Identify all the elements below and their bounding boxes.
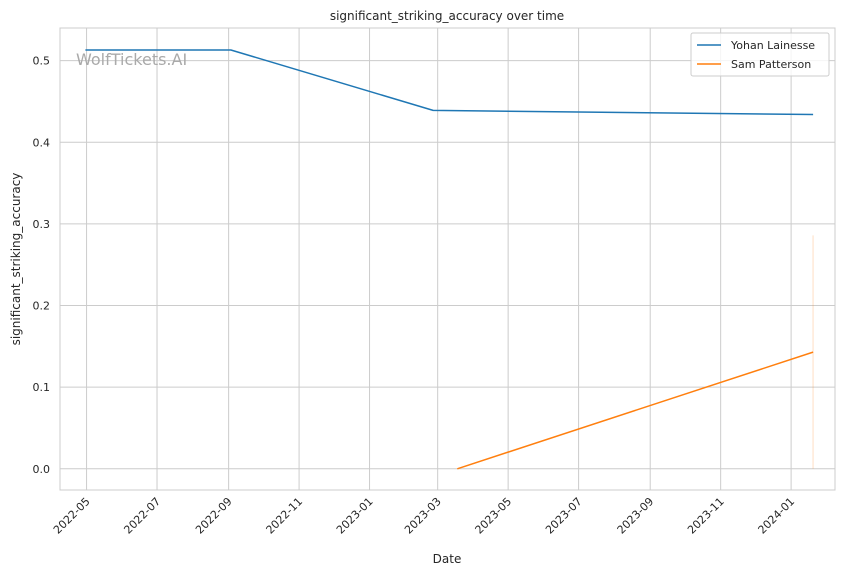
x-tick-label: 2023-11 (685, 495, 727, 537)
x-tick-label: 2022-07 (121, 495, 163, 537)
x-tick-label: 2022-05 (51, 495, 93, 537)
x-tick-label: 2022-11 (264, 495, 306, 537)
y-tick-label: 0.5 (33, 55, 51, 68)
y-tick-label: 0.2 (33, 300, 51, 313)
y-tick-label: 0.0 (33, 463, 51, 476)
y-tick-label: 0.3 (33, 218, 51, 231)
y-grid-lines (60, 60, 835, 470)
legend-label-yohan-lainesse: Yohan Lainesse (730, 39, 815, 52)
y-axis-label: significant_striking_accuracy (9, 173, 23, 346)
series-line-sam-patterson (457, 351, 814, 470)
legend-box (690, 32, 830, 77)
series-lines (85, 49, 814, 470)
legend-label-sam-patterson: Sam Patterson (731, 58, 811, 71)
chart-title: significant_striking_accuracy over time (330, 9, 564, 23)
x-tick-label: 2022-09 (193, 495, 235, 537)
x-tick-label: 2024-01 (756, 495, 798, 537)
x-grid-lines (86, 28, 792, 490)
watermark: WolfTickets.AI (76, 50, 187, 69)
x-tick-label: 2023-05 (473, 495, 515, 537)
legend: Yohan Lainesse Sam Patterson (690, 32, 830, 77)
y-tick-label: 0.1 (33, 381, 51, 394)
x-tick-label: 2023-09 (615, 495, 657, 537)
x-tick-labels: 2022-05 2022-07 2022-09 2022-11 2023-01 2023-… (51, 495, 797, 537)
y-tick-label: 0.4 (33, 136, 51, 149)
x-tick-label: 2023-01 (334, 495, 376, 537)
y-tick-labels: 0.0 0.1 0.2 0.3 0.4 0.5 (33, 55, 51, 476)
x-tick-label: 2023-07 (543, 495, 585, 537)
x-axis-label: Date (433, 552, 462, 566)
plot-area-frame (59, 27, 836, 491)
series-line-yohan-lainesse (85, 49, 814, 116)
x-tick-label: 2023-03 (402, 495, 444, 537)
